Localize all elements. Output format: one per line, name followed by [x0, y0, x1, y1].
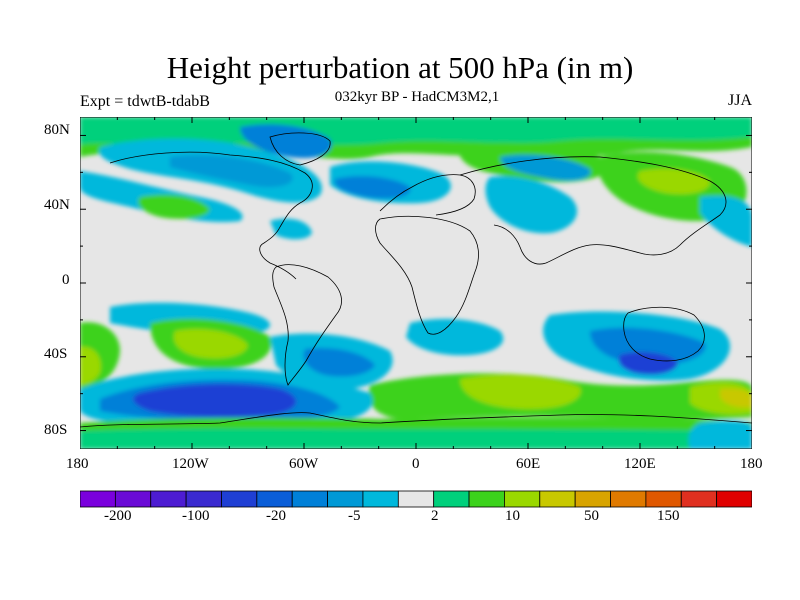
colorbar-box [645, 490, 682, 508]
colorbar-box [433, 490, 470, 508]
colorbar-box [610, 490, 647, 508]
e-asia-positive-core [637, 168, 711, 195]
s-atlantic-negative-core [303, 347, 375, 377]
height-perturbation-map [80, 117, 752, 449]
colorbar-box [539, 490, 576, 508]
colorbar-box [80, 490, 116, 508]
colorbar-box [362, 490, 399, 508]
colorbar-box [468, 490, 505, 508]
x-tick-label: 0 [412, 456, 420, 472]
x-tick-label: 180 [740, 456, 763, 472]
s-indian-negative-mid [590, 327, 706, 366]
chart-subtitle: 032kyr BP - HadCM3M2,1 [334, 89, 500, 105]
experiment-label: Expt = tdwtB-tdabB [80, 93, 210, 110]
europe-negative [334, 176, 411, 199]
s-pacific-positive-core [173, 328, 248, 359]
colorbar-label: 150 [657, 508, 680, 524]
colorbar [80, 490, 752, 508]
x-tick-label: 60E [516, 456, 541, 472]
colorbar-box [291, 490, 328, 508]
pacific-negative-east [700, 195, 752, 247]
colorbar-box [221, 490, 258, 508]
s-midlat-positive-core [460, 374, 581, 410]
colorbar-label: -20 [266, 508, 286, 524]
y-tick-label: 0 [62, 272, 70, 288]
antarctic-edge-negative-east [688, 420, 752, 449]
colorbar-label: 2 [431, 508, 439, 524]
antarctica-coast [80, 412, 752, 428]
colorbar-label: -200 [104, 508, 132, 524]
colorbar-box [504, 490, 541, 508]
colorbar-box [150, 490, 187, 508]
antarctic-negative-core [133, 384, 297, 418]
season-label: JJA [727, 92, 752, 109]
y-tick-label: 80N [44, 122, 70, 138]
x-tick-label: 120E [624, 456, 656, 472]
coastlines [80, 132, 752, 428]
australia-negative-core [618, 352, 678, 375]
y-tick-label: 80S [44, 422, 68, 438]
x-tick-label: 180 [66, 456, 89, 472]
colorbar-box [327, 490, 364, 508]
map-tick-marks [80, 117, 752, 449]
asia-negative [485, 176, 578, 234]
australia-coast [623, 306, 705, 362]
colorbar-label: 50 [584, 508, 599, 524]
greenland-negative [240, 124, 332, 159]
y-tick-label: 40S [44, 346, 68, 362]
colorbar-box [185, 490, 222, 508]
colorbar-label: -100 [182, 508, 210, 524]
colorbar-label: -5 [348, 508, 361, 524]
greenland-coast [269, 132, 331, 166]
y-tick-label: 40N [44, 197, 70, 213]
south-america-coast [272, 264, 342, 386]
n-america-negative-core [170, 154, 293, 188]
colorbar-box [397, 490, 435, 508]
africa-negative [406, 318, 504, 356]
colorbar-box [574, 490, 611, 508]
colorbar-boxes [80, 490, 752, 508]
contour-fields [80, 117, 752, 449]
chart-title: Height perturbation at 500 hPa (in m) [166, 50, 634, 85]
asia-coast [459, 156, 727, 265]
north-america-coast [109, 151, 313, 280]
atlantic-positive-west [138, 194, 210, 219]
x-tick-label: 120W [172, 456, 209, 472]
colorbar-box [114, 490, 152, 508]
colorbar-label: 10 [505, 508, 520, 524]
africa-coast [375, 215, 479, 335]
colorbar-box [716, 490, 752, 508]
se-pacific-positive-core [720, 388, 752, 408]
colorbar-box [680, 490, 718, 508]
caribbean-negative [270, 218, 312, 240]
colorbar-box [256, 490, 293, 508]
x-tick-label: 60W [289, 456, 319, 472]
antarctic-coast-positive-core [80, 428, 752, 449]
